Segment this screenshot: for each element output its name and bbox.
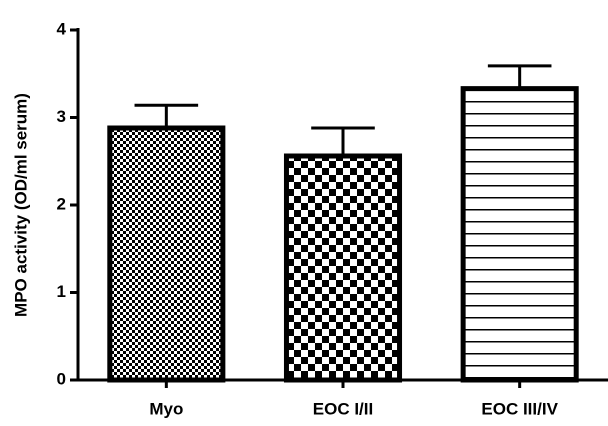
bar xyxy=(460,86,579,383)
x-tick-label: Myo xyxy=(149,399,183,418)
bar xyxy=(107,125,226,383)
y-axis-title: MPO activity (OD/ml serum) xyxy=(11,93,30,317)
y-tick-label: 2 xyxy=(57,194,66,213)
y-tick-label: 4 xyxy=(57,19,67,38)
y-tick-label: 0 xyxy=(57,369,66,388)
x-tick-label: EOC III/IV xyxy=(481,399,558,418)
bar xyxy=(283,153,403,383)
y-tick-label: 1 xyxy=(57,282,66,301)
y-tick-label: 3 xyxy=(57,107,66,126)
x-tick-label: EOC I/II xyxy=(313,399,373,418)
